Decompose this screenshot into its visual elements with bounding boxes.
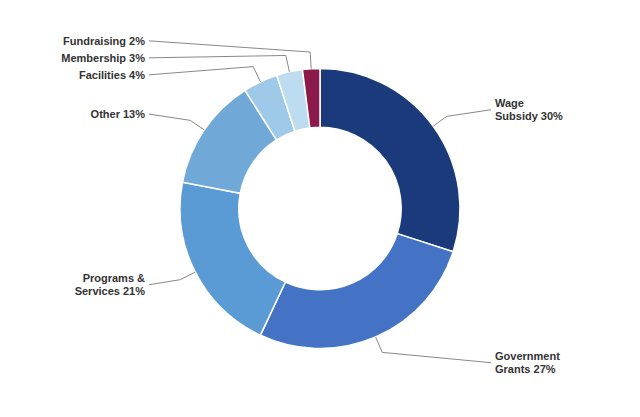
slice-label-line: Fundraising 2% [63,35,145,47]
slice-label-line: Programs & [83,272,145,284]
slice-label: Programs &Services 21% [75,272,146,297]
slice-label: Fundraising 2% [63,35,145,47]
slice-label: WageSubsidy 30% [495,97,563,122]
leader-lines [149,41,491,363]
chart: WageSubsidy 30% GovernmentGrants 27% Progr… [0,0,640,417]
slice-label-line: Subsidy 30% [495,110,563,122]
slice-label: GovernmentGrants 27% [495,350,560,375]
slice-label-line: Facilities 4% [79,69,145,81]
slice-label-line: Grants 27% [495,363,556,375]
slice [180,182,285,335]
leader-line [433,110,491,126]
slice-label: Facilities 4% [79,69,145,81]
slice [320,69,460,252]
labels: WageSubsidy 30% GovernmentGrants 27% Progr… [61,35,563,375]
slice-label-line: Services 21% [75,285,146,297]
slice [260,234,453,349]
slice-label: Other 13% [91,108,146,120]
slice-label-line: Government [495,350,560,362]
slice [302,69,320,128]
slice-label: Membership 3% [61,52,145,64]
leader-line [149,272,195,285]
pie: WageSubsidy 30% GovernmentGrants 27% Progr… [61,35,563,375]
leader-line [149,41,311,69]
leader-line [376,337,491,363]
leader-line [149,114,204,130]
leader-line [149,67,260,82]
leader-line [149,55,289,71]
slice-label-line: Membership 3% [61,52,145,64]
slice-label-line: Other 13% [91,108,146,120]
slices [180,69,460,349]
slice-label-line: Wage [495,97,524,109]
